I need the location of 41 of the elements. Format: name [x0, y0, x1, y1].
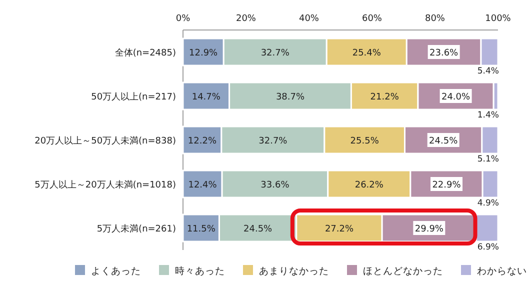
legend-label: あまりなかった: [259, 266, 329, 277]
data-label: 1.4%: [477, 110, 499, 120]
data-label: 32.7%: [258, 136, 288, 146]
data-label: 12.9%: [189, 48, 218, 58]
data-label: 6.9%: [477, 242, 499, 252]
data-label: 4.9%: [477, 198, 499, 208]
data-label: 5.1%: [477, 154, 499, 164]
data-label: 12.2%: [188, 136, 217, 146]
data-label: 5.4%: [477, 66, 499, 76]
data-label: 27.2%: [324, 224, 354, 234]
data-label: 38.7%: [276, 92, 305, 102]
legend-label: 時々あった: [175, 265, 225, 277]
data-label: 25.4%: [352, 48, 382, 58]
data-label: 29.9%: [414, 224, 444, 234]
x-tick-label: 0%: [176, 14, 191, 24]
data-label: 14.7%: [192, 92, 221, 102]
y-tick-label: 5万人未満(n=261): [96, 224, 176, 234]
data-label: 12.4%: [188, 180, 218, 190]
data-label: 24.0%: [441, 92, 471, 102]
y-tick-label: 5万人以上～20万人未満(n=1018): [34, 180, 176, 190]
data-label: 24.5%: [244, 224, 273, 234]
x-tick-label: 80%: [424, 14, 446, 24]
legend-label: よくあった: [91, 266, 141, 277]
y-tick-label: 50万人以上(n=217): [91, 92, 176, 102]
data-label: 25.5%: [350, 136, 380, 146]
y-tick-label: 20万人以上～50万人未満(n=838): [34, 136, 176, 146]
x-tick-label: 60%: [362, 14, 382, 24]
x-tick-label: 40%: [298, 14, 320, 24]
legend-label: わからない: [477, 266, 527, 277]
y-tick-label: 全体(n=2485): [114, 48, 176, 58]
data-label: 32.7%: [260, 48, 290, 58]
legend-label: ほとんどなかった: [363, 266, 443, 277]
data-label: 33.6%: [260, 180, 290, 190]
data-label: 23.6%: [430, 48, 459, 58]
data-label: 21.2%: [370, 92, 400, 102]
x-tick-label: 20%: [236, 14, 256, 24]
data-label: 26.2%: [354, 180, 384, 190]
data-label: 22.9%: [432, 180, 462, 190]
data-label: 24.5%: [429, 136, 458, 146]
x-tick-label: 100%: [485, 14, 512, 24]
data-label: 11.5%: [186, 224, 216, 234]
